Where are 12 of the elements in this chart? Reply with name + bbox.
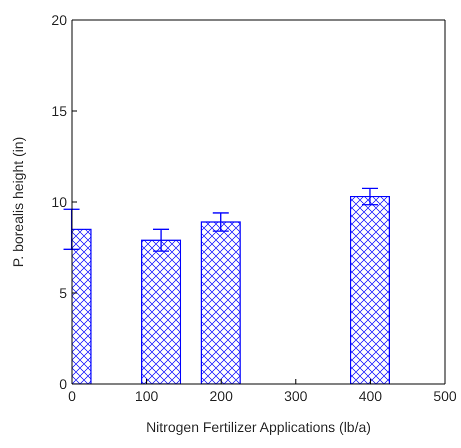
x-axis-title: Nitrogen Fertilizer Applications (lb/a) bbox=[146, 419, 371, 435]
y-tick-label: 15 bbox=[51, 102, 68, 119]
x-tick-label: 200 bbox=[210, 388, 234, 404]
x-tick-label: 100 bbox=[134, 388, 158, 404]
y-tick-label: 5 bbox=[59, 284, 68, 301]
x-tick-label: 300 bbox=[284, 388, 308, 404]
x-tick-label: 400 bbox=[358, 388, 382, 404]
x-tick-label: 500 bbox=[433, 388, 457, 404]
y-tick-label: 0 bbox=[59, 376, 68, 392]
y-tick-label: 10 bbox=[51, 194, 68, 210]
y-axis-title: P. borealis height (in) bbox=[10, 136, 26, 268]
y-tick-label: 20 bbox=[51, 12, 68, 28]
